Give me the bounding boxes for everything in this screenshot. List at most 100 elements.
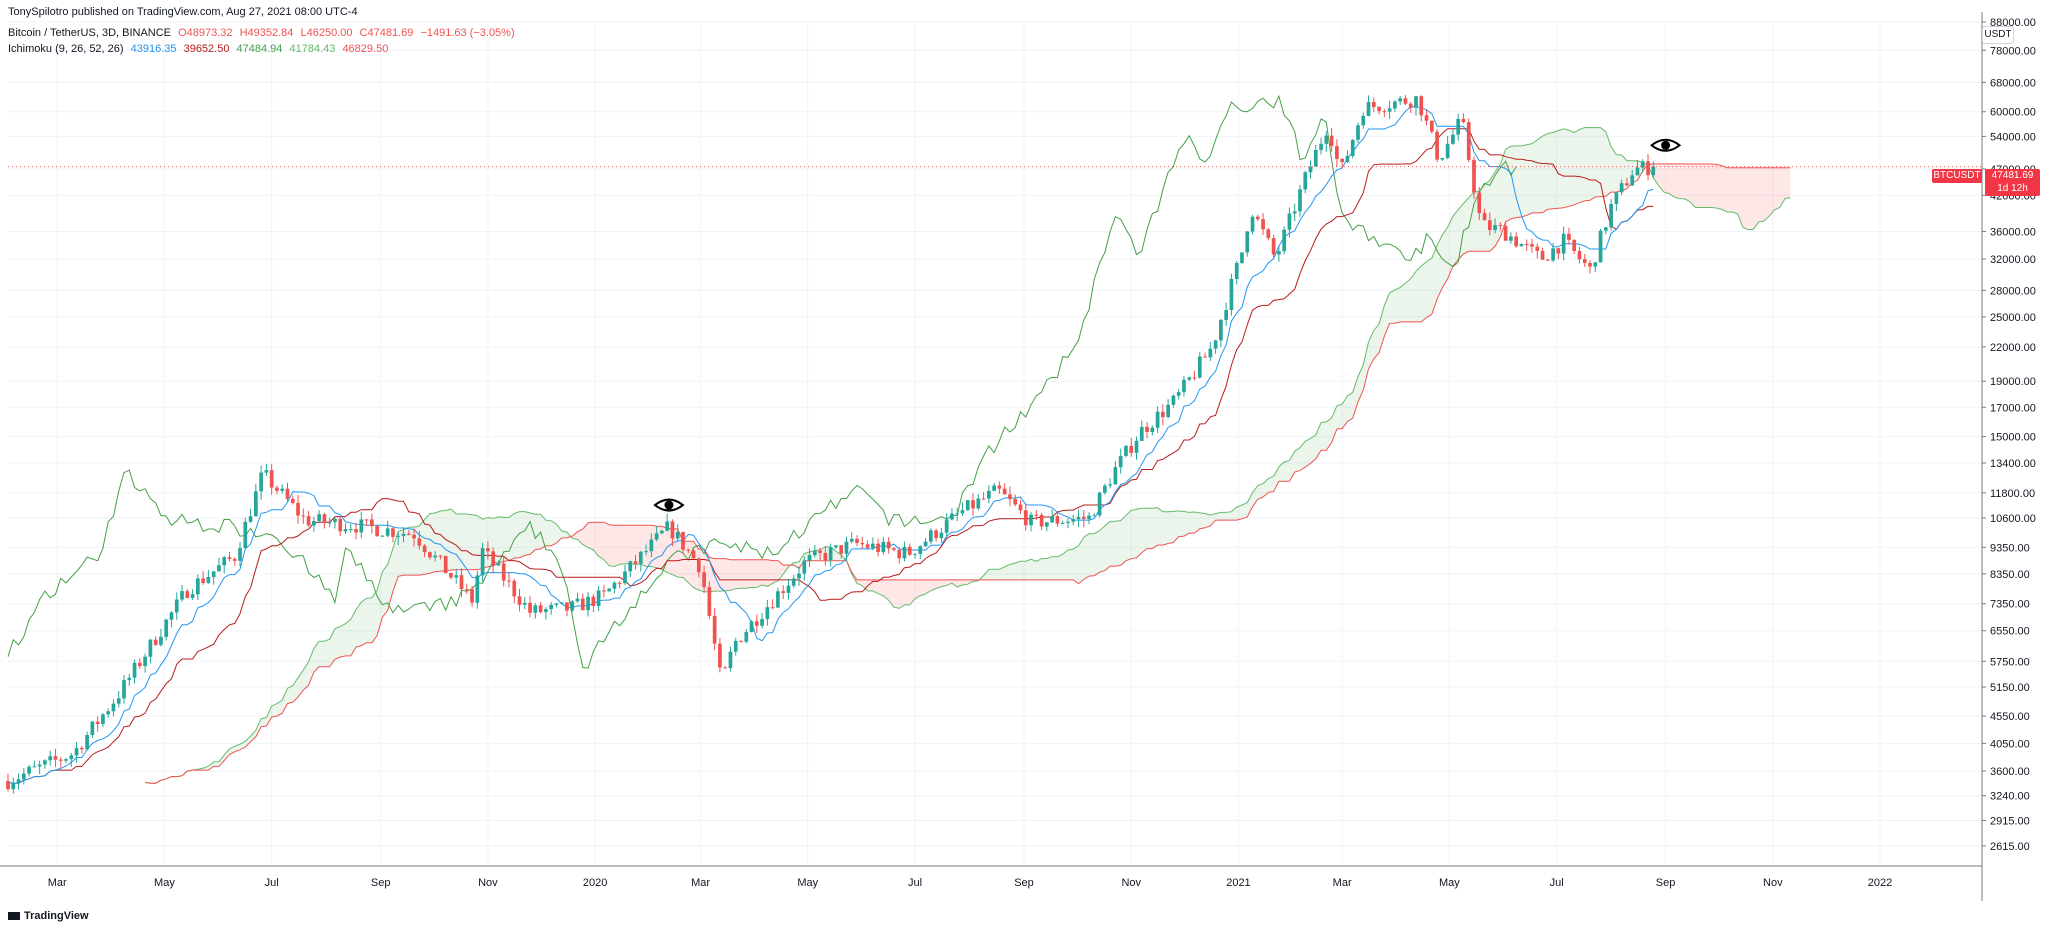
candle-body xyxy=(507,580,511,582)
candle-body xyxy=(1535,246,1540,251)
bearish-cloud-segment xyxy=(941,579,947,587)
bullish-cloud-segment xyxy=(1147,508,1153,549)
bullish-cloud-segment xyxy=(461,513,467,570)
candle-body xyxy=(1377,106,1381,112)
candle-body xyxy=(116,698,121,704)
x-tick-label: Mar xyxy=(48,877,67,889)
candle-body xyxy=(1603,227,1608,231)
bullish-cloud-segment xyxy=(1231,507,1237,521)
candle-body xyxy=(164,619,169,637)
candle-body xyxy=(433,555,437,558)
bearish-cloud-segment xyxy=(746,559,752,589)
candle-body xyxy=(1029,514,1033,526)
eye-icon xyxy=(653,498,685,512)
candle-body xyxy=(770,607,775,609)
candle-body xyxy=(470,589,474,603)
candle-body xyxy=(1113,467,1118,485)
bullish-cloud-segment xyxy=(1431,245,1438,315)
candle-body xyxy=(1503,226,1508,241)
bullish-cloud-segment xyxy=(408,527,415,576)
candle-body xyxy=(1266,229,1271,239)
candle-body xyxy=(195,578,200,595)
candle-body xyxy=(1482,213,1487,221)
bullish-cloud-segment xyxy=(1568,130,1575,207)
y-tick-label: 7350.00 xyxy=(1990,599,2030,611)
ichimoku-legend[interactable]: Ichimoku (9, 26, 52, 26) 43916.35 39652.… xyxy=(8,43,392,55)
conversion-value: 43916.35 xyxy=(130,43,177,55)
candle-body xyxy=(886,541,891,549)
candle-body xyxy=(201,578,205,583)
bearish-cloud-segment xyxy=(878,579,884,596)
candle-body xyxy=(776,591,780,608)
tradingview-logo[interactable]: TradingView xyxy=(8,910,89,922)
candle-body xyxy=(1350,139,1355,156)
y-tick-label: 25000.00 xyxy=(1990,312,2036,324)
candle-body xyxy=(718,643,722,668)
bullish-cloud-segment xyxy=(1189,512,1195,534)
candle-body xyxy=(1255,216,1260,220)
y-tick-label: 36000.00 xyxy=(1990,226,2036,238)
bearish-cloud-segment xyxy=(1669,163,1675,198)
bearish-cloud-segment xyxy=(1779,167,1786,208)
bearish-cloud-segment xyxy=(1700,163,1707,208)
bullish-cloud-segment xyxy=(356,602,362,648)
candle-body xyxy=(544,609,548,613)
x-tick-label: Sep xyxy=(1656,877,1676,889)
y-tick-label: 10600.00 xyxy=(1990,513,2036,525)
bullish-cloud-segment xyxy=(1595,127,1601,197)
bearish-cloud-segment xyxy=(1742,167,1749,230)
currency-badge[interactable]: USDT xyxy=(1982,26,2014,44)
symbol-legend[interactable]: Bitcoin / TetherUS, 3D, BINANCE O48973.3… xyxy=(8,27,519,39)
candle-body xyxy=(1192,377,1197,379)
bearish-cloud-segment xyxy=(936,579,942,589)
candle-body xyxy=(1524,244,1529,246)
candle-body xyxy=(1387,108,1392,112)
indicator-name: Ichimoku (9, 26, 52, 26) xyxy=(8,43,124,55)
candle-body xyxy=(681,531,685,550)
candle-body xyxy=(702,572,706,588)
bearish-cloud-segment xyxy=(682,541,689,583)
candle-body xyxy=(981,498,986,500)
bullish-cloud-segment xyxy=(1094,530,1100,576)
bearish-cloud-segment xyxy=(1674,163,1680,199)
candle-body xyxy=(1213,340,1218,349)
bullish-cloud-segment xyxy=(1315,422,1322,459)
bullish-cloud-segment xyxy=(324,639,330,667)
bearish-cloud-segment xyxy=(1785,167,1791,199)
bullish-cloud-segment xyxy=(1036,558,1042,580)
candle-body xyxy=(1472,159,1476,193)
annotation-markers xyxy=(653,138,1682,512)
bearish-cloud-segment xyxy=(593,522,599,557)
bearish-cloud-segment xyxy=(925,579,931,594)
candle-body xyxy=(1424,115,1429,121)
bullish-cloud-segment xyxy=(1590,127,1596,201)
x-tick-label: Mar xyxy=(691,877,710,889)
candle-body xyxy=(559,602,564,604)
candle-body xyxy=(1319,143,1323,150)
bullish-cloud-segment xyxy=(1210,513,1216,526)
y-tick-label: 8350.00 xyxy=(1990,569,2030,581)
y-tick-label: 78000.00 xyxy=(1990,45,2036,57)
candle-body xyxy=(1066,521,1070,523)
bearish-cloud-segment xyxy=(725,558,731,591)
candle-body xyxy=(1150,427,1155,432)
candle-body xyxy=(760,619,764,626)
candle-body xyxy=(554,603,559,605)
candle-body xyxy=(849,538,854,542)
bullish-cloud-segment xyxy=(1489,171,1496,252)
bullish-cloud-segment xyxy=(514,511,520,559)
x-tick-label: Jul xyxy=(265,877,279,889)
y-tick-label: 15000.00 xyxy=(1990,432,2036,444)
candle-body xyxy=(1408,103,1413,108)
candle-body xyxy=(828,547,833,561)
candle-body xyxy=(338,518,343,532)
bullish-cloud-segment xyxy=(361,598,367,646)
y-tick-label: 2915.00 xyxy=(1990,815,2030,827)
candle-body xyxy=(1103,485,1107,493)
bullish-cloud-segment xyxy=(1125,510,1132,561)
candlestick-series xyxy=(6,95,1656,794)
candle-body xyxy=(1614,192,1619,204)
candle-body xyxy=(449,573,453,578)
candle-body xyxy=(1519,244,1524,247)
